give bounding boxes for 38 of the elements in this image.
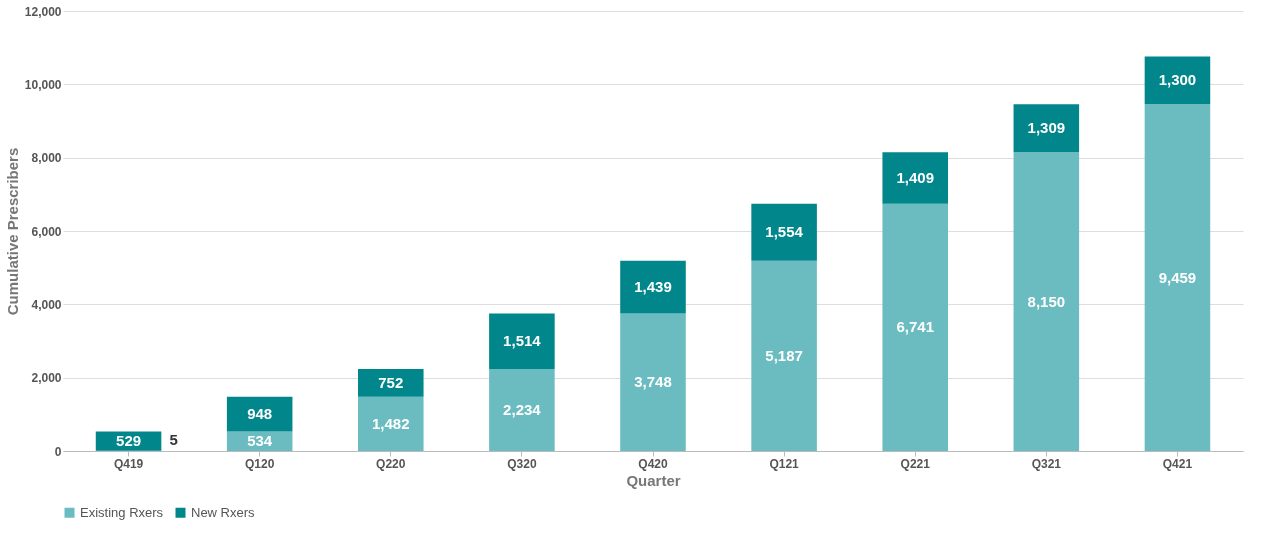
y-tick-label: 12,000 [24,4,62,19]
data-label: 8,150 [1027,292,1066,310]
y-tick-label: 4,000 [31,297,62,312]
data-label: 9,459 [1158,268,1197,286]
data-label: 529 [116,432,142,450]
data-label: 1,482 [372,414,410,432]
x-tick-label: Q120 [244,456,275,471]
legend-label: Existing Rxers [80,504,164,520]
data-label: 534 [247,432,273,450]
y-tick-label: 8,000 [31,151,62,166]
x-tick-label: Q220 [376,456,406,471]
legend-label: New Rxers [191,504,256,520]
data-label: 752 [378,373,404,391]
data-label: 2,234 [503,401,542,419]
y-tick-label: 6,000 [31,224,62,239]
x-tick-label: Q421 [1162,456,1193,471]
y-tick-label: 2,000 [31,371,62,386]
data-label: 1,300 [1158,71,1197,89]
y-tick-label: 10,000 [24,77,62,92]
x-tick-label: Q320 [507,456,537,471]
x-tick-label: Q419 [113,456,144,471]
x-tick-label: Q221 [900,456,931,471]
data-label: 5,187 [765,346,803,364]
x-tick-label: Q420 [638,456,668,471]
data-label: 1,554 [765,223,804,241]
y-axis-title: Cumulative Prescribers [3,147,21,316]
data-label: 1,309 [1027,119,1066,137]
data-label: 1,409 [896,169,934,186]
data-label: 1,514 [503,332,542,350]
x-tick-label: Q321 [1031,456,1062,471]
data-label: 6,741 [896,318,934,336]
x-axis-title: Quarter [626,471,681,489]
y-tick-label: 0 [54,444,62,459]
data-label: 1,439 [634,278,672,296]
data-label: 3,748 [634,373,672,391]
data-label: 948 [247,405,273,423]
x-tick-label: Q121 [769,456,800,471]
data-label: 5 [169,430,178,448]
